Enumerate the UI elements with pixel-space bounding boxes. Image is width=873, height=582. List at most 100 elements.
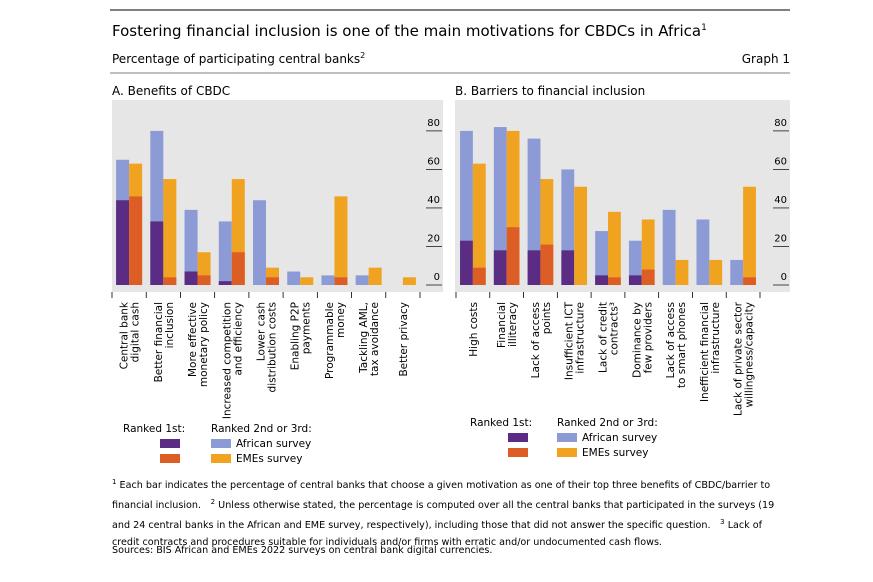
x-tick-label: Enabling P2P [290,302,302,370]
legend-heading: Ranked 2nd or 3rd: [211,423,312,435]
x-tick-label: infrastructure [575,302,587,374]
y-tick-label: 20 [774,233,787,244]
bar [300,277,314,285]
x-tick-label: Insufficient ICT [564,301,576,380]
x-tick-label: More effective [187,302,199,377]
bar [218,221,232,285]
y-tick-label: 40 [427,195,440,206]
legend-swatch [211,454,231,463]
x-tick-label: Central bank [119,301,131,369]
legend-swatch [160,454,180,463]
x-tick-label: Lack of credit [598,302,610,373]
y-tick-label: 60 [774,156,787,167]
bar [334,196,348,285]
y-tick-label: 20 [427,233,440,244]
y-tick-label: 80 [774,118,787,129]
x-tick-label: and efficiency [232,302,244,376]
y-tick-label: 60 [427,156,440,167]
bar-ranked-1st [561,250,575,285]
bar [184,209,198,285]
x-tick-label: Tackling AML, [358,302,370,374]
x-tick-label: tax avoidance [369,302,381,376]
bar [675,259,689,285]
y-tick-label: 0 [434,272,440,283]
x-tick-label: willingness/capacity [744,302,756,408]
x-tick-label: Lack of access [530,302,542,378]
footnote-text: Lack of credit contracts and procedures … [112,520,763,548]
bar-ranked-1st [472,267,486,285]
y-tick-label: 40 [774,195,787,206]
legend-label: African survey [582,432,657,444]
legend-label: EMEs survey [582,447,648,459]
bar-ranked-1st [641,269,655,285]
title-note: 1 [701,23,707,33]
x-tick-label: payments [301,302,313,354]
footnote-mark: 1 [112,478,117,486]
x-tick-label: Dominance by [631,302,643,378]
legend-swatch [211,439,231,448]
bar-ranked-1st [527,250,541,285]
bar-ranked-1st [608,277,621,285]
y-tick-label: 0 [781,272,787,283]
y-tick-label: 80 [427,118,440,129]
bar [743,186,756,285]
bar-ranked-1st [129,196,143,285]
x-tick-label: points [541,302,553,334]
bar-ranked-1st [493,250,507,285]
legend-heading: Ranked 1st: [123,423,185,435]
bar [321,275,335,285]
x-tick-label: Financial [496,302,508,348]
bar [472,163,486,285]
x-tick-label: illiteracy [507,302,519,347]
legend-label: African survey [236,438,311,450]
legend-swatch [508,433,528,442]
bar-ranked-1st [197,275,211,285]
x-tick-label: Increased competition [221,302,233,419]
bar-ranked-1st [460,240,473,285]
legend-swatch [557,448,577,457]
chart: Fostering financial inclusion is one of … [110,9,790,465]
bar-ranked-1st [266,277,280,285]
bar-ranked-1st [506,227,520,285]
legend-heading: Ranked 1st: [470,417,532,429]
legend-heading: Ranked 2nd or 3rd: [557,417,658,429]
x-tick-label: High costs [468,302,480,357]
x-tick-label: Better financial [153,302,165,382]
x-tick-label: Inefficient financial [699,302,711,402]
bar-ranked-1st [628,275,642,285]
bar [252,200,266,285]
bar-ranked-1st [334,277,348,285]
bar [595,231,608,285]
legend-label: EMEs survey [236,453,302,465]
title-text: Fostering financial inclusion is one of … [112,22,701,40]
bar-ranked-1st [743,277,756,285]
legend-swatch [557,433,577,442]
bar-ranked-1st [163,277,177,285]
bar-ranked-1st [231,252,245,285]
x-tick-label: monetary policy [198,302,210,387]
bar [287,271,301,285]
x-tick-label: inclusion [164,302,176,348]
x-tick-label: Lower cash [256,302,268,361]
x-tick-label: digital cash [130,302,142,362]
x-tick-label: distribution costs [267,302,279,392]
legend-swatch [160,439,180,448]
bar [662,209,676,285]
subtitle-note: 2 [360,51,365,60]
sources: Sources: BIS African and EMEs 2022 surve… [112,545,493,556]
bar [163,179,177,285]
bar [641,219,655,285]
footnote-text: Unless otherwise stated, the percentage … [112,500,775,532]
footnote-mark: 2 [210,498,216,507]
bar-ranked-1st [150,221,164,285]
bar-ranked-1st [184,271,198,285]
panel-title: A. Benefits of CBDC [112,84,230,98]
bar [608,211,621,285]
subtitle-text: Percentage of participating central bank… [112,52,360,66]
bar [574,186,588,285]
subtitle: Percentage of participating central bank… [112,51,365,66]
bar [730,259,744,285]
bar-ranked-1st [595,275,608,285]
footnotes: 1 Each bar indicates the percentage of c… [112,474,792,551]
